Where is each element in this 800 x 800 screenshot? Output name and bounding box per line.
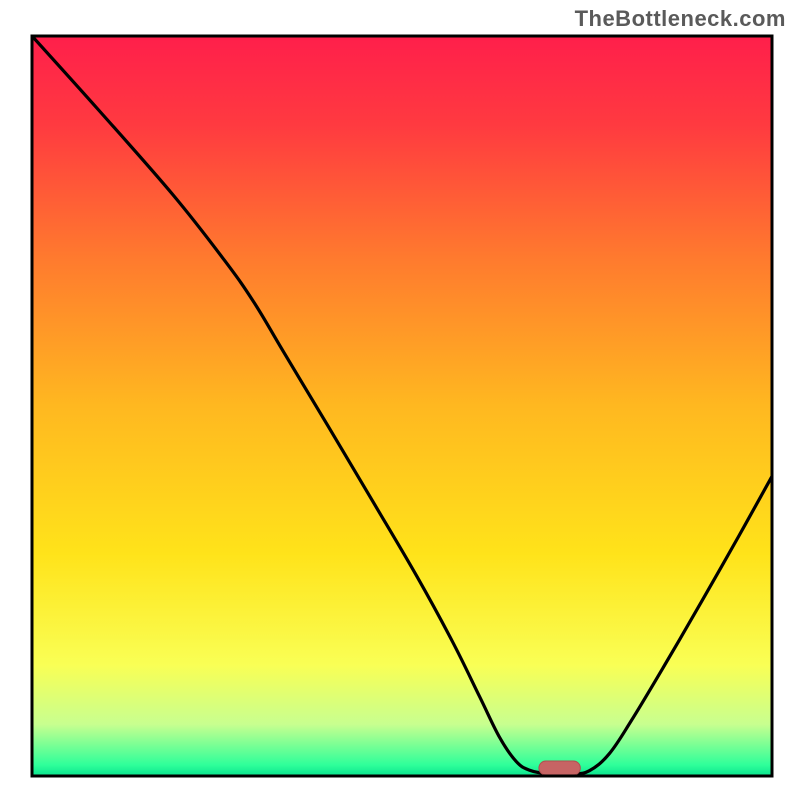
optimal-marker <box>539 761 580 775</box>
plot-background <box>32 36 772 776</box>
chart-container: TheBottleneck.com <box>0 0 800 800</box>
bottleneck-chart <box>0 0 800 800</box>
watermark-text: TheBottleneck.com <box>575 6 786 32</box>
